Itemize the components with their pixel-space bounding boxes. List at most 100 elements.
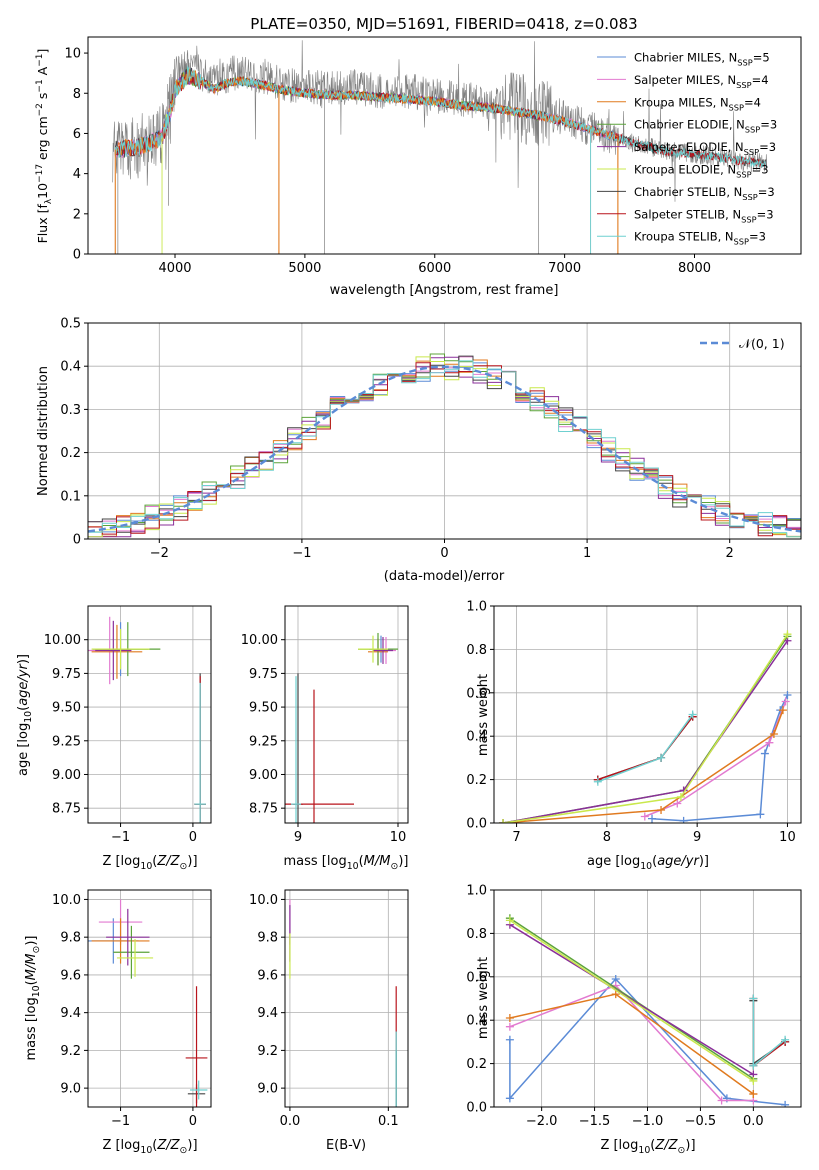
model-spectrum [114,64,767,169]
series-line [597,714,694,783]
x-tick-label: 10 [390,830,407,845]
label-part: age [log [587,854,640,869]
y-axis-label: Normed distribution [36,366,51,496]
y-tick-label: 10.00 [241,633,278,648]
series-marker [749,1089,758,1098]
y-tick-label: 9.6 [257,968,278,983]
y-tick-label: 9.2 [60,1044,81,1059]
gridlines [285,606,408,823]
series-marker [781,1035,790,1044]
y-tick-label: 9.50 [249,701,278,716]
axes-border [284,605,409,824]
x-axis-label: Z [log10(Z/Z⊙)] [102,1138,197,1156]
series-marker [778,706,787,715]
series-line [509,993,754,1095]
x-tick-label: −1.5 [579,1114,611,1129]
label-part: age/yr [16,662,31,705]
label-part: =4 [744,95,761,109]
x-tick-label: 8 [603,830,611,845]
y-tick-label: 8.75 [249,802,278,817]
legend-label: Chabrier STELIB, NSSP=3 [634,185,775,202]
label-part: Salpeter MILES, N [634,73,736,87]
label-part: Chabrier ELODIE, N [634,118,745,132]
plot-area [499,630,792,823]
series-line [509,924,754,1076]
series-marker [657,805,666,814]
series-line [651,694,789,822]
label-part: ( [650,1138,655,1153]
label-part: ⊙ [180,1145,188,1156]
label-part: =4 [752,73,769,87]
x-axis-label: (data-model)/error [384,569,505,584]
label-part: Z/Z [156,854,180,869]
plot-area [112,40,768,254]
label-part: M/M [364,854,391,869]
axes-frame: −1 09.09.29.49.69.810.0Z [log10(Z/Z⊙)]mas… [24,889,212,1156]
x-tick-label: 5000 [288,261,321,276]
y-tick-label: 0.4 [466,1014,487,1029]
legend-label: 𝒩(0, 1) [739,336,785,351]
label-part: SSP [729,102,744,112]
x-tick-label: −1 [111,830,130,845]
series-line [597,716,694,781]
label-part: SSP [742,192,757,202]
axes-border [87,36,802,255]
label-part: Kroupa ELODIE, N [634,163,736,177]
x-tick-label: 10 [779,830,796,845]
x-tick-label: 0 [189,830,197,845]
y-tick-label: 9.4 [60,1006,81,1021]
plot-area [289,899,397,1107]
y-tick-label: 9.8 [257,931,278,946]
x-tick-label: 7 [512,830,520,845]
legend-label: Kroupa MILES, NSSP=4 [634,95,761,112]
label-part: Chabrier STELIB, N [634,185,742,199]
series-line [752,998,786,1068]
series-line [509,984,754,1102]
x-tick-label: −2 [150,546,169,561]
label-part: ⊙ [180,861,188,872]
y-tick-label: 9.0 [257,1082,278,1097]
label-part: SSP [741,214,756,224]
label-part: 10 [638,1145,650,1156]
x-axis-label: Z [log10(Z/Z⊙)] [600,1138,695,1156]
y-axis-label: mass [log10(M/M⊙)] [24,936,42,1061]
axes-frame: −2.0 −1.5 −1.0 −0.5 0.0 0.0 0.2 0.4 0.6 0.8 1.0 Z [… [466,884,802,1156]
series-marker [648,814,657,823]
series-marker [673,799,682,808]
residual-histogram [88,360,801,538]
series-marker [688,710,697,719]
x-tick-label: 0 [189,1114,197,1129]
legend-label: Salpeter MILES, NSSP=4 [634,73,769,90]
label-part: 10 [140,1145,152,1156]
y-tick-label: 9.2 [257,1044,278,1059]
series-marker [505,1094,514,1103]
series-marker [679,816,688,823]
plot-area [285,632,398,823]
y-tick-label: 0.2 [60,446,81,461]
label-part: )] [16,654,31,664]
series-marker [657,753,666,762]
y-tick-label: 1.0 [466,884,487,899]
label-part: 10 [23,711,34,723]
x-tick-label: 0.0 [743,1114,764,1129]
plot-area [88,899,208,1107]
series-line [502,709,784,823]
label-part: )] [187,854,197,869]
y-tick-label: 0.8 [466,927,487,942]
plot-area [88,616,206,823]
y-axis-label: mass weight [476,674,491,756]
series-marker [505,916,514,925]
label-part: ⊙ [31,946,42,954]
series-marker [611,990,620,999]
x-tick-label: 0 [440,546,448,561]
series-marker [505,1014,514,1023]
y-tick-label: 0.3 [60,403,81,418]
axes-frame: 4000 5000 6000 7000 8000 0 2 4 6 8 10 wavelength [A… [35,36,802,298]
series-marker [783,690,792,699]
legend-label: Salpeter STELIB, NSSP=3 [634,207,774,224]
label-part: ( [359,854,364,869]
axes-border [87,605,212,824]
series-line [597,716,694,781]
